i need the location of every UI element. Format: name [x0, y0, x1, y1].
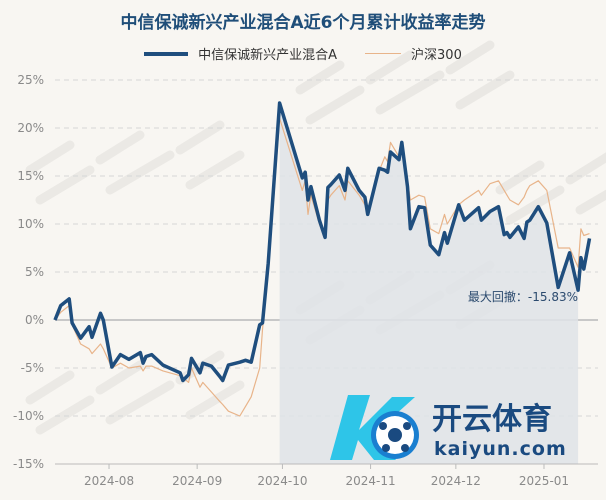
- y-tick-label: -15%: [13, 457, 44, 471]
- legend-swatch-hs300: [365, 53, 402, 54]
- watermark-mark: [295, 40, 515, 125]
- watermark-mark: [25, 120, 245, 205]
- series-line-fund: [53, 101, 592, 383]
- watermark-mark: [25, 350, 245, 435]
- x-tick-label: 2024-11: [345, 474, 395, 488]
- legend-label-fund: 中信保诚新兴产业混合A: [198, 48, 338, 63]
- svg-text:开云体育: 开云体育: [432, 402, 552, 437]
- y-tick-label: 10%: [17, 217, 44, 231]
- x-tick-label: 2024-12: [431, 474, 481, 488]
- y-tick-label: -10%: [13, 409, 44, 423]
- chart-title: 中信保诚新兴产业混合A近6个月累计收益率走势: [120, 13, 486, 33]
- watermark-mark: [495, 152, 606, 225]
- legend: 中信保诚新兴产业混合A 沪深300: [0, 44, 606, 63]
- y-tick-label: 15%: [17, 169, 44, 183]
- x-tick-label: 2025-01: [519, 474, 569, 488]
- legend-label-hs300: 沪深300: [411, 48, 462, 63]
- drawdown-label: 最大回撤：-15.83%: [468, 289, 578, 304]
- drawdown-area: [279, 103, 579, 464]
- legend-item-fund[interactable]: 中信保诚新兴产业混合A: [144, 44, 337, 63]
- series-line-hs300: [54, 117, 590, 417]
- x-tick-label: 2024-08: [84, 474, 134, 488]
- legend-swatch-fund: [144, 51, 189, 56]
- x-tick-label: 2024-10: [257, 474, 307, 488]
- kaiyun-logo: 开云体育 kaiyun.com: [320, 385, 606, 465]
- x-tick-label: 2024-09: [172, 474, 222, 488]
- y-tick-label: 5%: [25, 265, 44, 279]
- svg-text:kaiyun.com: kaiyun.com: [434, 438, 567, 460]
- y-tick-label: 20%: [17, 121, 44, 135]
- legend-item-hs300[interactable]: 沪深300: [365, 44, 462, 63]
- y-tick-label: 25%: [17, 73, 44, 87]
- y-tick-label: 0%: [25, 313, 44, 327]
- y-tick-label: -5%: [21, 361, 44, 375]
